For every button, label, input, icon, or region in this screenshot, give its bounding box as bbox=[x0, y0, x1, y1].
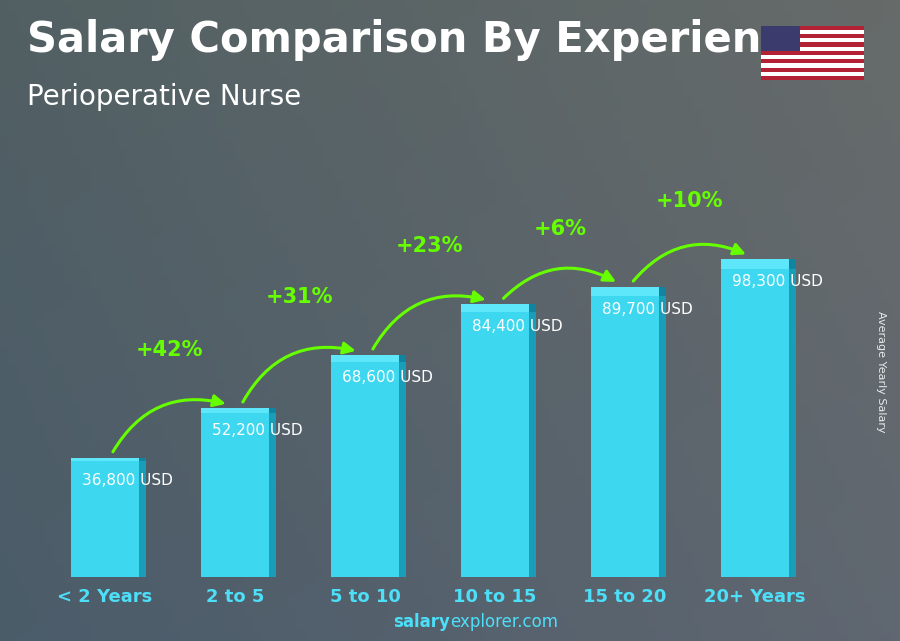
Bar bbox=[721, 259, 788, 269]
Bar bbox=[461, 304, 529, 577]
Bar bbox=[788, 259, 796, 577]
Text: 68,600 USD: 68,600 USD bbox=[342, 370, 433, 385]
Bar bbox=[760, 72, 864, 76]
Bar bbox=[529, 304, 535, 577]
Text: Average Yearly Salary: Average Yearly Salary bbox=[877, 311, 886, 433]
Text: explorer.com: explorer.com bbox=[450, 613, 558, 631]
Bar bbox=[760, 30, 864, 34]
Text: +42%: +42% bbox=[136, 340, 203, 360]
Text: 84,400 USD: 84,400 USD bbox=[472, 319, 562, 334]
Bar bbox=[591, 287, 659, 577]
Text: 52,200 USD: 52,200 USD bbox=[212, 423, 302, 438]
Text: 98,300 USD: 98,300 USD bbox=[732, 274, 823, 289]
Bar bbox=[788, 259, 796, 269]
Bar bbox=[202, 408, 269, 577]
Bar bbox=[760, 55, 864, 59]
Text: Salary Comparison By Experience: Salary Comparison By Experience bbox=[27, 19, 814, 62]
Text: Perioperative Nurse: Perioperative Nurse bbox=[27, 83, 302, 112]
Bar bbox=[591, 287, 659, 296]
Bar bbox=[529, 304, 535, 312]
Bar bbox=[760, 51, 864, 55]
Bar bbox=[461, 304, 529, 312]
Bar bbox=[399, 355, 406, 577]
Bar bbox=[269, 408, 275, 413]
Bar bbox=[659, 287, 666, 577]
Bar bbox=[760, 63, 864, 67]
Text: salary: salary bbox=[393, 613, 450, 631]
Bar bbox=[760, 67, 864, 72]
Bar bbox=[760, 38, 864, 42]
Bar bbox=[760, 76, 864, 80]
Bar bbox=[71, 458, 139, 577]
Bar bbox=[139, 458, 146, 462]
Text: +23%: +23% bbox=[396, 236, 464, 256]
Text: 36,800 USD: 36,800 USD bbox=[82, 473, 173, 488]
Text: +6%: +6% bbox=[534, 219, 587, 238]
Bar bbox=[269, 408, 275, 577]
Bar bbox=[760, 26, 800, 51]
Bar bbox=[331, 355, 399, 362]
Bar bbox=[71, 458, 139, 462]
Bar bbox=[760, 34, 864, 38]
Bar bbox=[760, 47, 864, 51]
Bar bbox=[399, 355, 406, 362]
Text: 89,700 USD: 89,700 USD bbox=[601, 302, 692, 317]
Bar bbox=[721, 259, 788, 577]
Bar bbox=[331, 355, 399, 577]
Text: +10%: +10% bbox=[656, 191, 724, 211]
Bar bbox=[659, 287, 666, 296]
Bar bbox=[202, 408, 269, 413]
Bar bbox=[760, 42, 864, 47]
Bar bbox=[760, 59, 864, 63]
Text: +31%: +31% bbox=[266, 287, 334, 307]
Bar bbox=[139, 458, 146, 577]
Bar bbox=[760, 26, 864, 30]
